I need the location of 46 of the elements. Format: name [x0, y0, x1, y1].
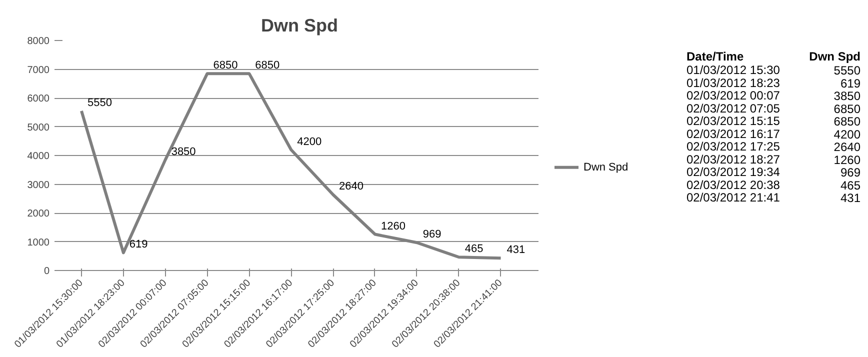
text: 02/03/2012 21:41	[686, 190, 780, 205]
y-tick-label: 3000	[27, 180, 50, 191]
text: 431	[840, 191, 861, 206]
data-label: 1260	[380, 220, 406, 232]
data-label: 6850	[213, 60, 238, 72]
data-label: 969	[422, 228, 442, 241]
text: 01/03/2012 15:30	[686, 63, 780, 78]
text: 465	[840, 178, 861, 192]
text: 969	[840, 166, 861, 180]
y-tick-label: 6000	[27, 94, 50, 104]
text: 5550	[834, 64, 861, 78]
text: 02/03/2012 19:34	[686, 165, 780, 180]
text: 619	[840, 76, 861, 90]
y-tick-label: 5000	[27, 122, 50, 134]
data-label: 3850	[171, 146, 196, 158]
text: 01/03/2012 18:23	[686, 76, 780, 90]
y-tick-label: 1000	[27, 237, 50, 248]
text: 2640	[834, 140, 861, 154]
y-tick-label: 0	[44, 266, 50, 277]
y-tick-label: 7000	[27, 64, 50, 76]
text: 02/03/2012 18:27	[686, 152, 780, 166]
text: 4200	[834, 127, 861, 142]
text: 02/03/2012 00:07	[686, 88, 780, 103]
data-label: 431	[506, 244, 526, 256]
text: 1260	[834, 152, 861, 167]
data-label: 5550	[87, 96, 112, 109]
data-label: 619	[129, 238, 148, 251]
data-label: 465	[464, 243, 484, 256]
text: 02/03/2012 20:38	[686, 178, 780, 192]
text: 02/03/2012 15:15	[686, 114, 780, 128]
chart-title: Dwn Spd	[261, 16, 338, 36]
y-tick-label: 2000	[27, 208, 50, 220]
text: 02/03/2012 16:17	[686, 126, 780, 141]
text: 6850	[834, 114, 861, 129]
y-tick-label: 8000	[27, 36, 50, 47]
text: Dwn Spd	[809, 50, 860, 64]
text: Date/Time	[686, 50, 744, 64]
text: 6850	[834, 102, 861, 116]
y-tick-label: 4000	[27, 151, 50, 162]
data-label: 2640	[339, 180, 364, 193]
legend-label: Dwn Spd	[584, 161, 628, 174]
data-label: 6850	[255, 60, 280, 72]
data-label: 4200	[297, 136, 322, 148]
text: 3850	[834, 89, 861, 104]
text: 02/03/2012 07:05	[686, 101, 780, 116]
text: 02/03/2012 17:25	[686, 140, 780, 154]
